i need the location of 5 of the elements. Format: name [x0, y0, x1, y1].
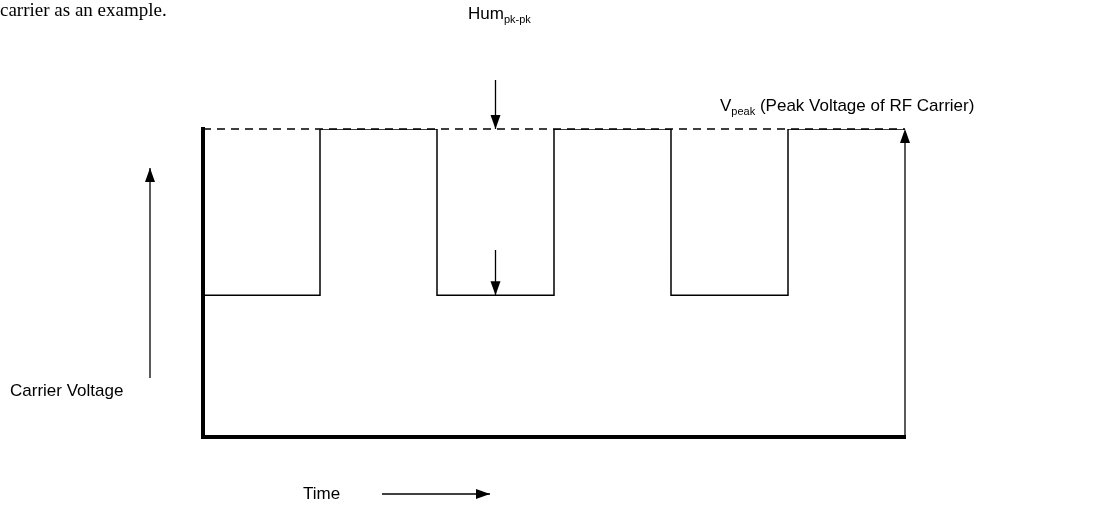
y-axis-title: Carrier Voltage	[10, 381, 124, 401]
text: carrier as an example.	[0, 0, 167, 21]
ref-line-label: V$_{peak}$ (Peak Voltage of RF Carrier)	[720, 96, 975, 118]
text: Hum$_{pk-pk}$	[468, 4, 531, 26]
x-axis-title: Time	[303, 484, 341, 504]
